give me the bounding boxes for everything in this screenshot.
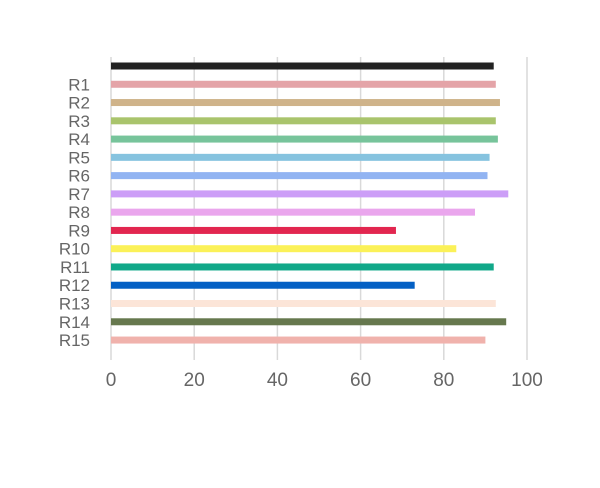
x-tick-label: 0 (106, 370, 117, 391)
x-tick-label: 20 (184, 370, 205, 391)
bar-r4 (111, 135, 498, 143)
bar-r1 (111, 80, 496, 88)
category-label: R12 (59, 276, 90, 295)
category-label: R10 (59, 240, 90, 259)
bar-r9 (111, 226, 396, 234)
category-label: R2 (68, 94, 90, 113)
bar-r11 (111, 263, 494, 271)
bars (111, 62, 509, 344)
x-tick-label: 100 (511, 370, 543, 391)
bar-r15 (111, 336, 486, 344)
bar-r5 (111, 153, 490, 161)
category-label: R11 (60, 258, 90, 277)
gridlines (110, 57, 528, 360)
bar-r12 (111, 281, 415, 289)
bar-r2 (111, 99, 500, 107)
bar-r8 (111, 208, 475, 216)
bar-r13 (111, 300, 496, 308)
bar-r6 (111, 172, 488, 180)
x-tick-label: 40 (267, 370, 288, 391)
bar-r14 (111, 318, 507, 326)
bar-r3 (111, 117, 496, 125)
category-label: R1 (68, 75, 90, 94)
bar-r10 (111, 245, 457, 253)
category-label: R9 (68, 221, 90, 240)
x-tick-label: 60 (350, 370, 371, 391)
bar-r7 (111, 190, 509, 198)
x-tick-labels: 0 20 40 60 80 100 (106, 370, 543, 391)
category-label: R14 (59, 313, 90, 332)
x-tick-label: 80 (433, 370, 454, 391)
category-label: R13 (59, 295, 90, 314)
category-label: R15 (59, 331, 90, 350)
category-label: R5 (68, 148, 90, 167)
category-label: R3 (68, 112, 90, 131)
category-label: R8 (68, 203, 90, 222)
category-label: R7 (68, 185, 90, 204)
category-label: R4 (68, 130, 90, 149)
bar-top (111, 62, 494, 70)
category-label: R6 (68, 167, 90, 186)
